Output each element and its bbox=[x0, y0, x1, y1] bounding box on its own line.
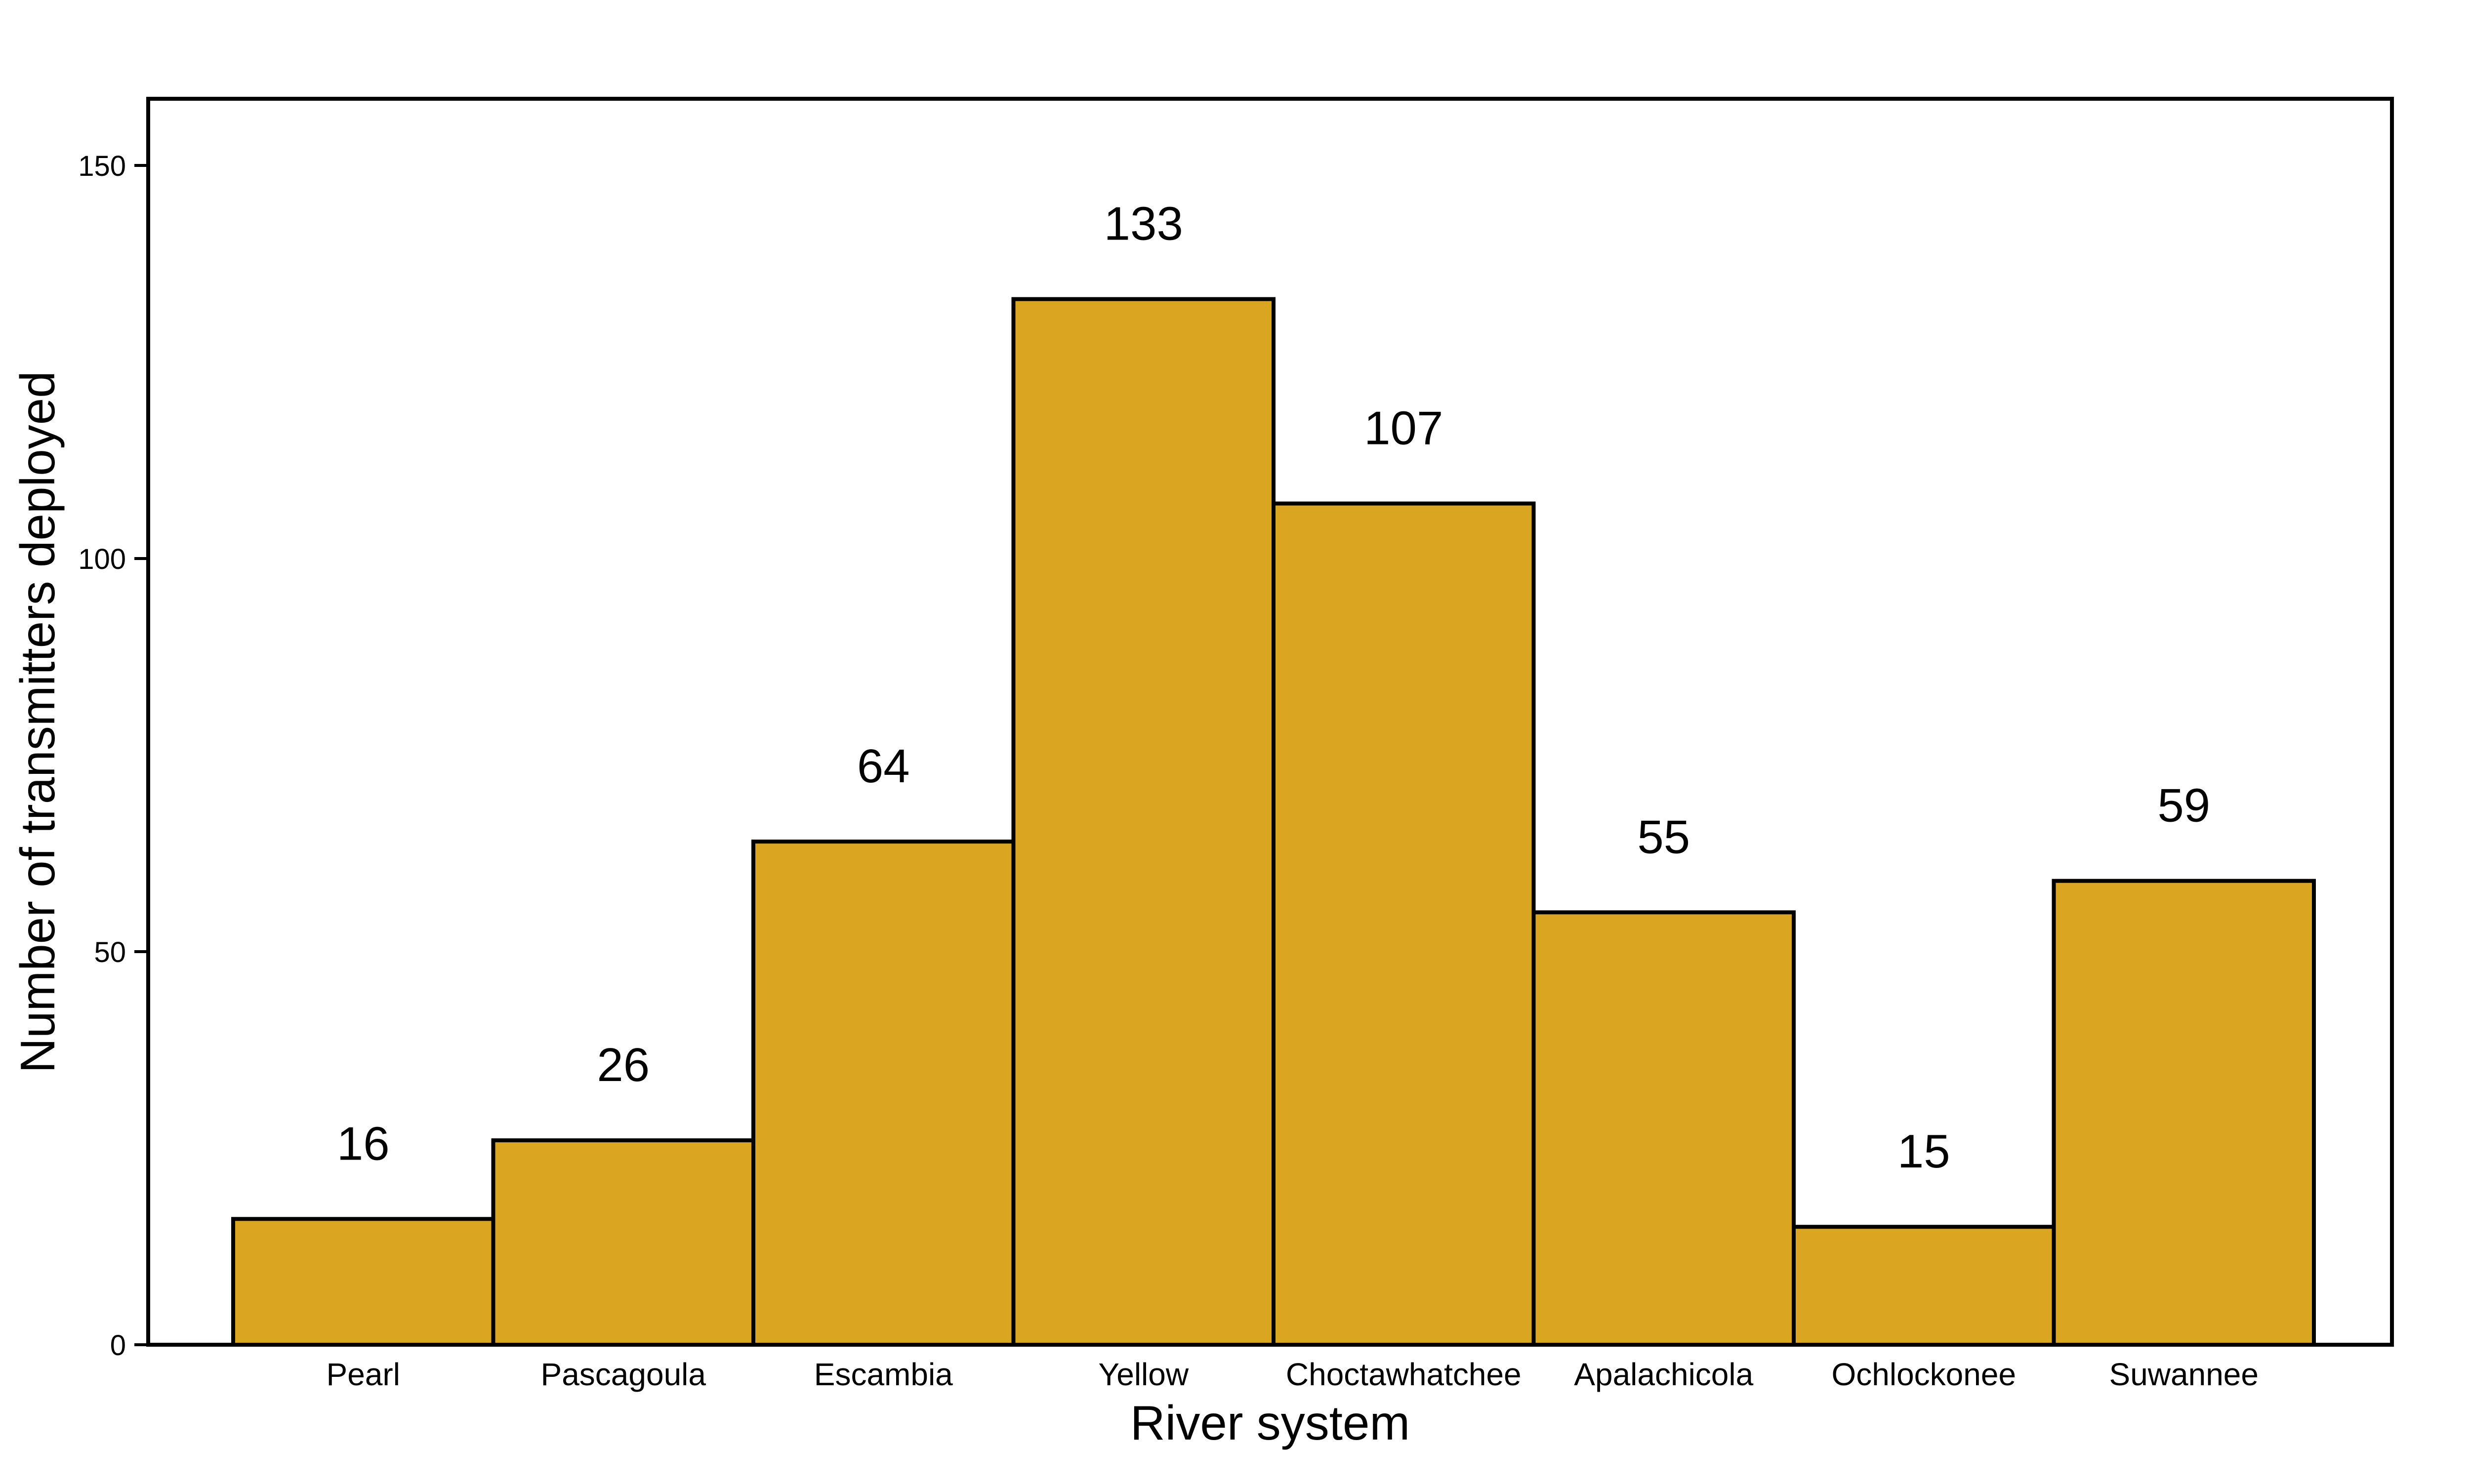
bar-suwannee bbox=[2052, 879, 2316, 1347]
data-label-pascagoula: 26 bbox=[597, 1039, 650, 1091]
x-tick-labels-layer: Pearl Pascagoula Escambia Yellow Choctawhatc… bbox=[327, 1357, 2259, 1392]
x-tick-label-apalachicola: Apalachicola bbox=[1574, 1357, 1753, 1392]
bar-apalachicola bbox=[1531, 910, 1796, 1347]
y-tick-label-0: 0 bbox=[110, 1329, 126, 1362]
x-tick-label-pearl: Pearl bbox=[327, 1357, 400, 1392]
bar-ochlockonee bbox=[1792, 1225, 2056, 1347]
bar-choctawhatchee bbox=[1272, 501, 1536, 1347]
data-label-suwannee: 59 bbox=[2157, 779, 2210, 832]
x-tick-label-escambia: Escambia bbox=[814, 1357, 953, 1392]
data-label-apalachicola: 55 bbox=[1637, 810, 1690, 863]
data-label-yellow: 133 bbox=[1104, 198, 1183, 250]
bars-layer bbox=[231, 297, 2316, 1347]
x-tick-label-ochlockonee: Ochlockonee bbox=[1831, 1357, 2016, 1392]
y-ticks-layer: 0 50 100 150 bbox=[78, 150, 148, 1362]
data-label-pearl: 16 bbox=[337, 1117, 390, 1170]
y-axis-title: Number of transmitters deployed bbox=[10, 371, 65, 1073]
x-tick-label-choctawhatchee: Choctawhatchee bbox=[1286, 1357, 1522, 1392]
bar-pearl bbox=[231, 1217, 495, 1347]
y-tick-label-150: 150 bbox=[78, 150, 126, 182]
data-label-escambia: 64 bbox=[857, 740, 910, 793]
bar-pascagoula bbox=[491, 1138, 755, 1347]
plot-frame bbox=[146, 97, 2394, 1347]
bar-escambia bbox=[751, 840, 1016, 1347]
data-labels-layer: 16 26 64 133 107 55 15 59 bbox=[337, 198, 2210, 1178]
data-label-choctawhatchee: 107 bbox=[1364, 402, 1443, 455]
x-tick-label-pascagoula: Pascagoula bbox=[541, 1357, 706, 1392]
x-axis-title: River system bbox=[1130, 1396, 1410, 1450]
x-tick-label-yellow: Yellow bbox=[1098, 1357, 1189, 1392]
bar-yellow bbox=[1011, 297, 1276, 1347]
x-tick-label-suwannee: Suwannee bbox=[2109, 1357, 2259, 1392]
y-tick-label-50: 50 bbox=[94, 936, 126, 968]
y-tick-label-100: 100 bbox=[78, 543, 126, 575]
data-label-ochlockonee: 15 bbox=[1897, 1125, 1950, 1178]
